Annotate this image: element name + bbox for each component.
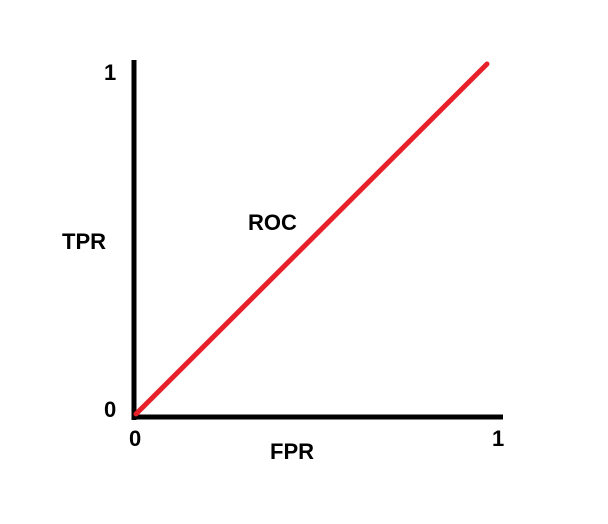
x-tick-label-right: 1	[492, 426, 504, 451]
y-axis-label: TPR	[62, 229, 106, 254]
roc-series-label: ROC	[248, 210, 297, 235]
x-tick-label-left: 0	[129, 426, 141, 451]
y-tick-label-top: 1	[104, 60, 116, 85]
x-axis-label: FPR	[270, 439, 314, 464]
y-tick-label-bottom: 0	[104, 397, 116, 422]
roc-curve-line	[133, 61, 490, 417]
